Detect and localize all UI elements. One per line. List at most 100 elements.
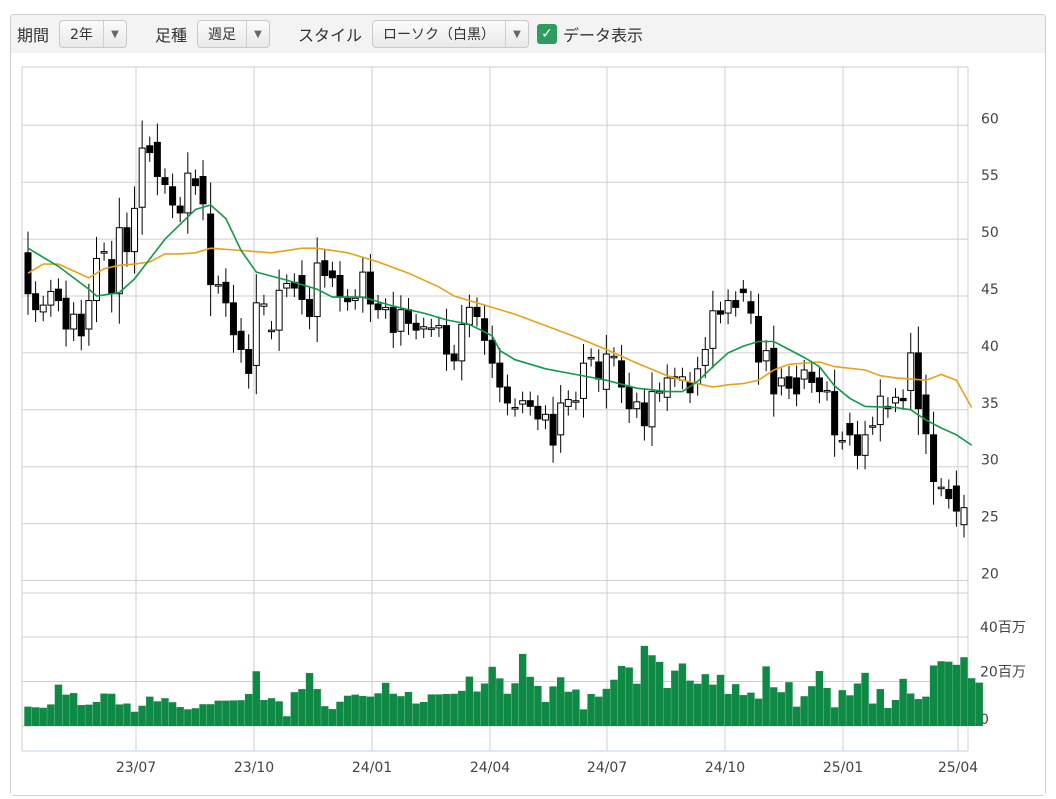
candle-up	[70, 313, 78, 330]
candle-down	[24, 252, 32, 295]
candle-down	[793, 377, 801, 395]
candle-down	[815, 377, 823, 393]
volume-bar	[275, 701, 283, 726]
moving-average-long-line	[27, 247, 973, 408]
candle-down	[191, 178, 199, 187]
volume-bar	[244, 693, 253, 726]
volume-bar	[747, 692, 755, 726]
price-tick-label: 30	[981, 453, 999, 469]
volume-bar	[184, 709, 192, 726]
candle-down	[846, 422, 854, 436]
candle-down	[503, 386, 511, 404]
candle-down	[336, 275, 344, 298]
price-tick-label: 20	[981, 567, 999, 583]
volume-bar	[602, 688, 611, 726]
volume-bar	[442, 693, 451, 726]
volume-bar	[62, 694, 70, 726]
candle-up	[602, 353, 610, 390]
volume-bar	[640, 645, 649, 726]
volume-bar	[92, 701, 101, 726]
volume-bar	[420, 701, 428, 726]
candle-down	[344, 297, 352, 303]
style-select[interactable]: ローソク（白黒） ▼	[371, 20, 529, 48]
volume-bar	[496, 678, 504, 726]
candle-down	[785, 376, 793, 389]
volume-bar	[678, 663, 687, 726]
candle-up	[762, 350, 770, 362]
candlestick-chart: 60 55 50 45 40 35 30 25 20 40百万 20百万 0 23/07 23/10 24/…	[21, 66, 1026, 776]
volume-bar	[899, 678, 907, 726]
volume-bar	[222, 700, 230, 726]
candle-up	[92, 257, 100, 302]
candle-up	[47, 290, 55, 306]
volume-bar	[595, 696, 603, 726]
chevron-down-icon: ▼	[245, 21, 269, 47]
volume-tick-label: 20百万	[980, 665, 1026, 681]
volume-bar	[47, 704, 55, 726]
price-tick-label: 40	[981, 339, 999, 355]
volume-bar	[975, 682, 983, 726]
candle-down	[716, 310, 724, 315]
candle-down	[229, 302, 237, 336]
volume-bar	[800, 696, 808, 726]
volume-bar	[404, 691, 413, 726]
candle-down	[640, 402, 648, 427]
volume-bar	[488, 666, 496, 726]
candle-up	[458, 323, 466, 362]
volume-bar	[754, 698, 763, 726]
volume-bar	[777, 692, 786, 726]
candle-down	[808, 371, 816, 383]
candle-down	[237, 330, 245, 350]
chevron-down-icon: ▼	[102, 21, 126, 47]
candle-down	[922, 394, 930, 435]
candle-down	[534, 405, 542, 420]
candle-down	[443, 325, 451, 355]
candle-up	[907, 352, 915, 391]
candle-up	[610, 355, 618, 359]
volume-bar	[267, 698, 276, 726]
candle-down	[328, 270, 336, 279]
volume-bar	[77, 705, 85, 726]
candle-up	[435, 325, 443, 329]
price-tick-label: 45	[981, 282, 999, 298]
style-label: スタイル	[297, 26, 362, 45]
candle-down	[481, 318, 489, 341]
candle-up	[838, 440, 846, 443]
volume-bar	[260, 699, 268, 726]
volume-bar	[389, 693, 397, 726]
volume-bar	[868, 703, 877, 726]
data-display-checkbox[interactable]: ✓ データ表示	[536, 22, 643, 46]
volume-bar	[237, 700, 245, 726]
candle-up	[131, 207, 139, 253]
checkmark-icon: ✓	[536, 24, 557, 44]
volume-bar	[541, 701, 550, 726]
candle-down	[32, 293, 40, 311]
volume-bar	[770, 687, 778, 726]
chart-toolbar: 期間 2年 ▼ 足種 週足 ▼ スタイル ローソク（白黒） ▼ ✓ データ表示	[11, 15, 1045, 53]
volume-bar	[534, 685, 542, 726]
candle-up	[869, 425, 877, 428]
volume-bar	[321, 706, 329, 726]
volume-bar	[283, 716, 291, 726]
volume-bar	[792, 706, 801, 726]
volume-bar	[305, 673, 314, 726]
candle-down	[146, 145, 154, 154]
volume-bar	[108, 693, 116, 726]
candle-down	[77, 313, 85, 337]
volume-bar	[427, 694, 436, 726]
volume-tick-label: 0	[980, 712, 989, 728]
foot-select[interactable]: 週足 ▼	[196, 20, 270, 48]
volume-bar	[945, 661, 953, 726]
volume-bar	[709, 684, 717, 726]
candle-down	[595, 361, 603, 380]
period-select[interactable]: 2年 ▼	[59, 20, 127, 48]
volume-bar	[526, 676, 534, 726]
candle-down	[62, 297, 70, 330]
candle-down	[199, 176, 207, 205]
candle-down	[739, 288, 747, 294]
volume-bar	[830, 707, 839, 726]
candle-up	[800, 369, 808, 380]
candle-up	[275, 289, 283, 331]
candle-up	[115, 227, 123, 295]
chevron-down-icon: ▼	[504, 21, 528, 47]
